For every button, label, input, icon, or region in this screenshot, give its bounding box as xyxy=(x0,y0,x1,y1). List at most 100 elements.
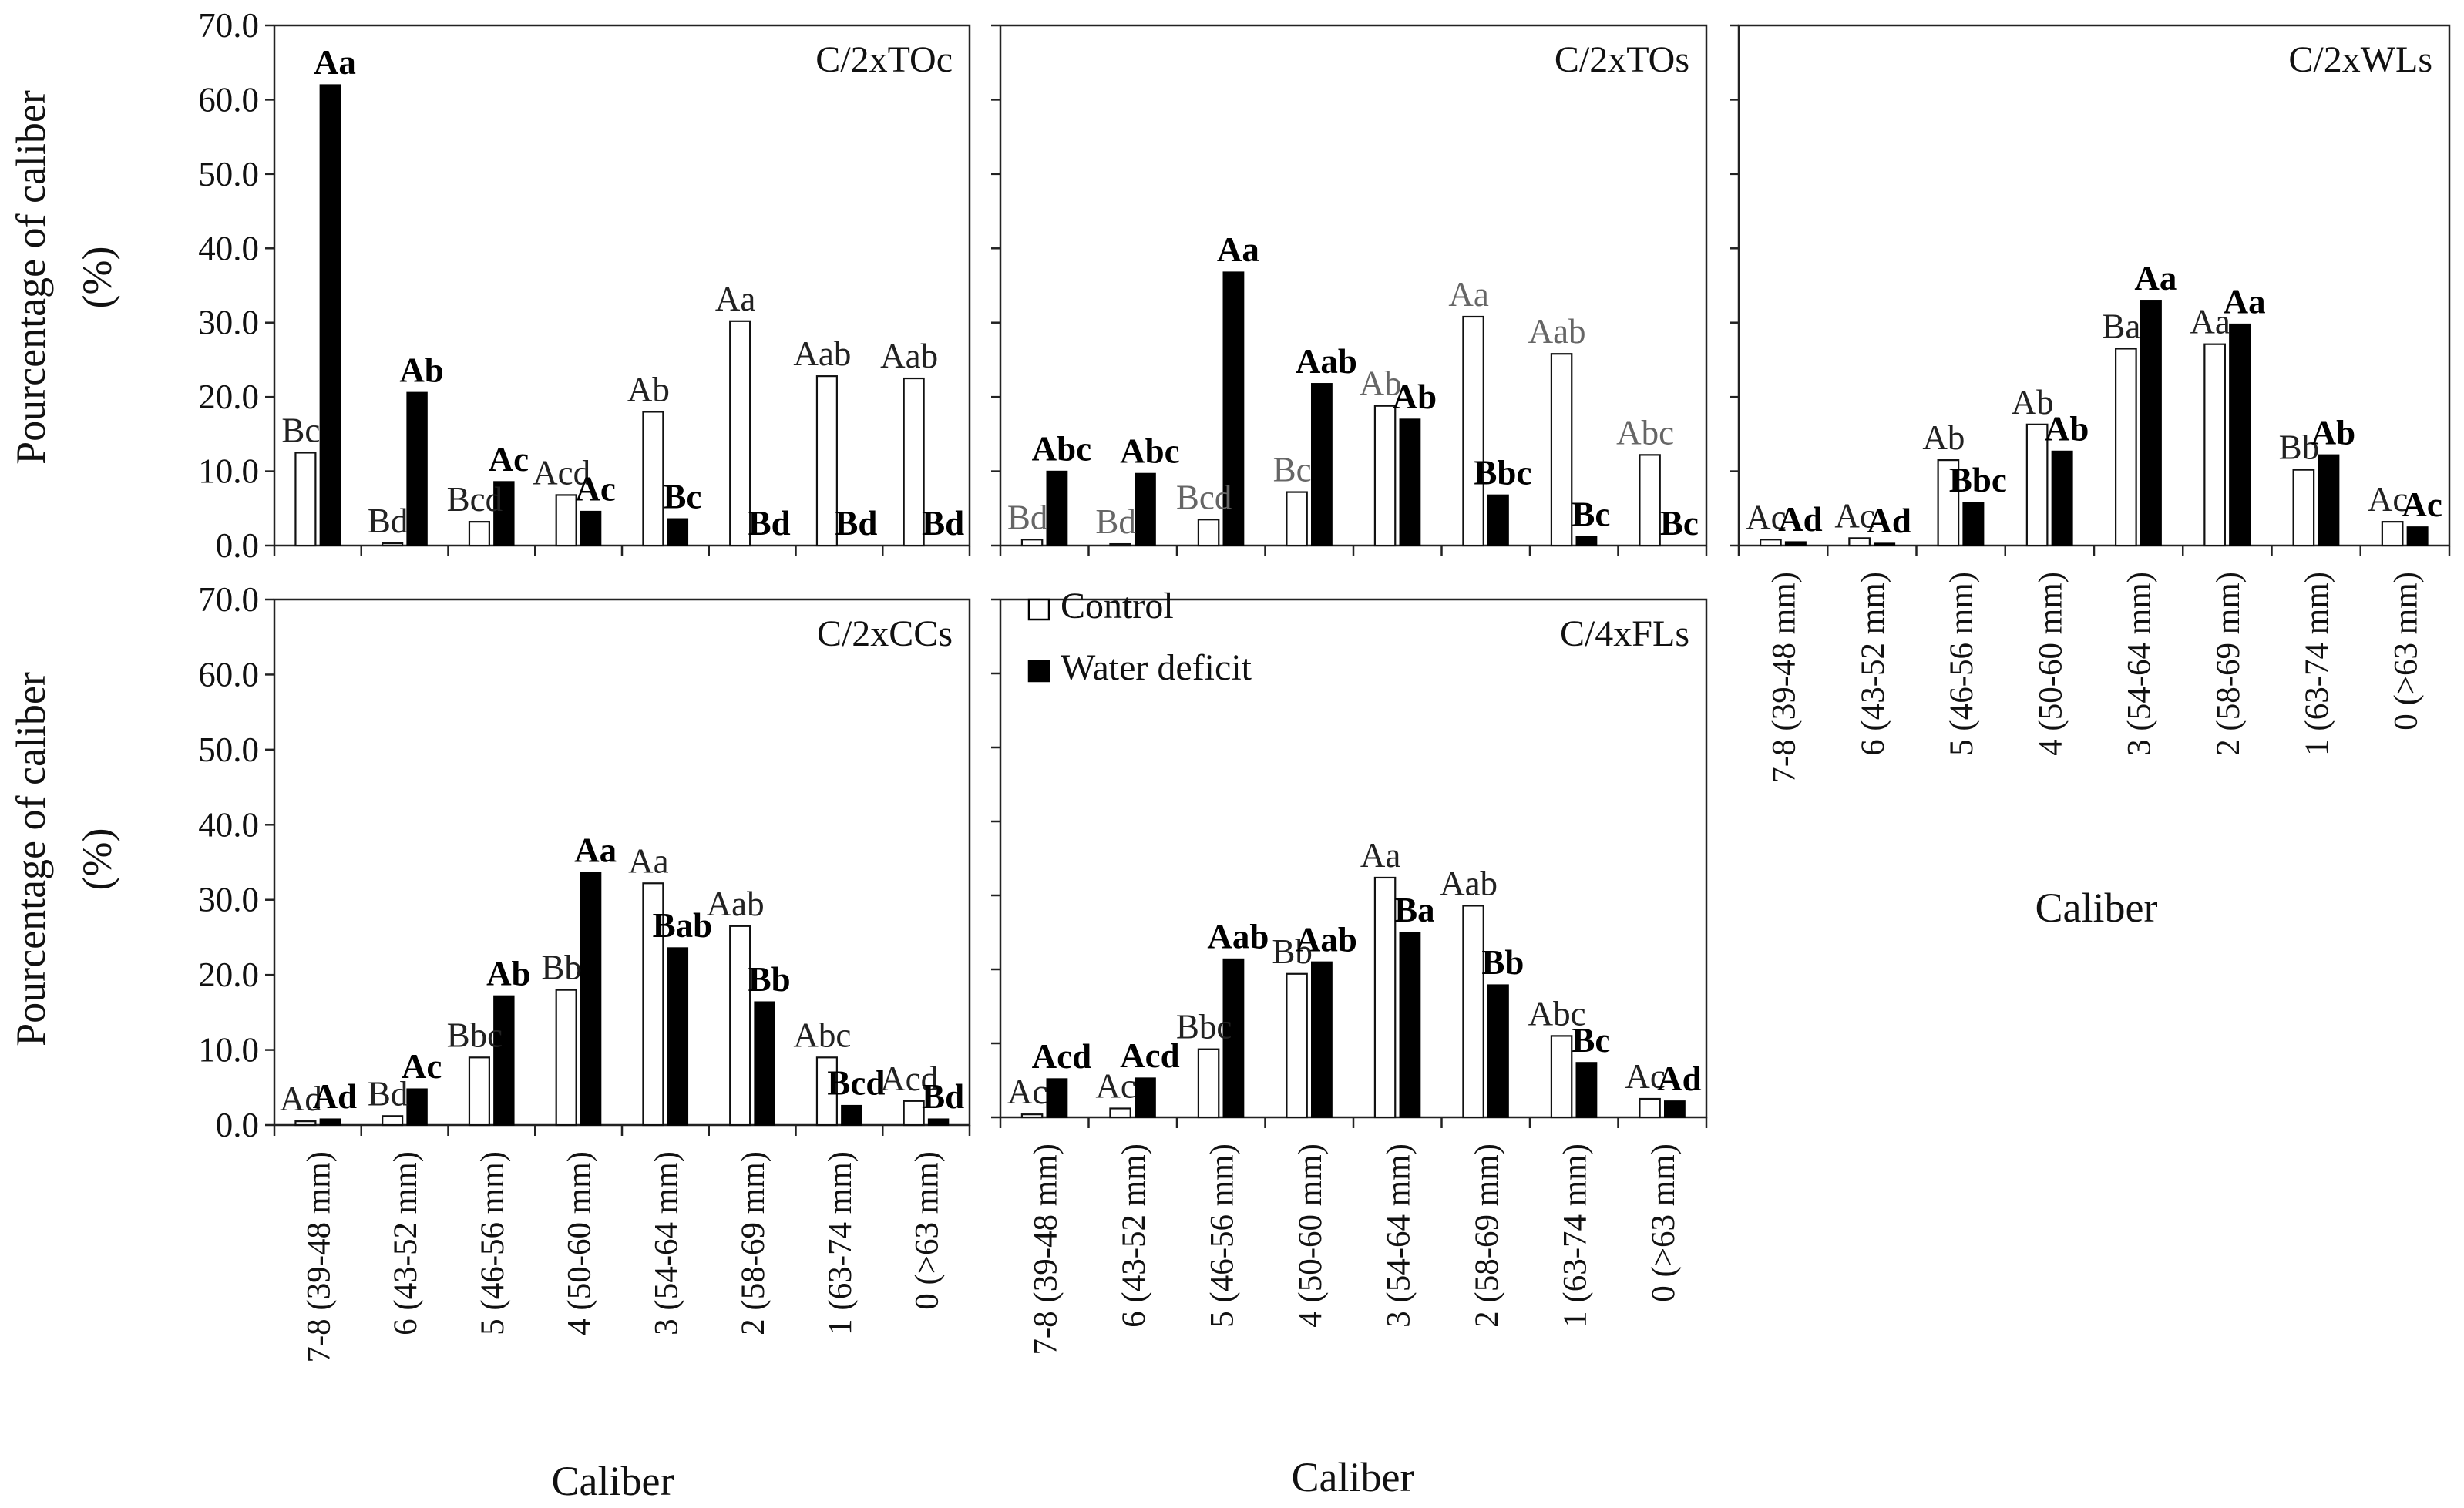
bar-label-water-deficit: Bc xyxy=(1660,504,1699,542)
bar-control xyxy=(1550,1035,1573,1119)
bar-water-deficit xyxy=(2406,526,2429,546)
bar-control xyxy=(382,542,404,547)
bar-control xyxy=(555,989,577,1127)
bar-label-control: Bbc xyxy=(1176,1008,1232,1046)
bar-water-deficit xyxy=(406,391,428,546)
bar-control xyxy=(903,1100,925,1127)
bar-control xyxy=(1639,1097,1661,1119)
bar-label-water-deficit: Ac xyxy=(489,440,529,479)
legend-swatch-water-deficit xyxy=(1027,660,1050,683)
legend-swatch-control xyxy=(1027,598,1050,621)
bar-label-control: Aab xyxy=(1528,312,1586,351)
bar-label-control: Ac xyxy=(1007,1073,1047,1111)
bar-label-control: Ab xyxy=(1922,418,1965,457)
bar-label-control: Bc xyxy=(281,411,320,449)
panel-title: C/2xWLs xyxy=(2288,39,2432,80)
bar-control xyxy=(1639,454,1661,547)
bar-label-water-deficit: Ad xyxy=(1778,500,1823,539)
bar-label-water-deficit: Aab xyxy=(1207,918,1269,956)
bar-water-deficit xyxy=(1046,1078,1068,1118)
bar-water-deficit xyxy=(319,84,341,546)
x-category-label: 5 (46-56 mm) xyxy=(475,1151,511,1335)
bar-control xyxy=(1550,353,1573,547)
y-tick-label: 30.0 xyxy=(198,881,259,919)
bar-label-control: Ac xyxy=(1834,496,1874,535)
bar-label-water-deficit: Abc xyxy=(1032,430,1092,469)
bar-control xyxy=(815,1056,838,1127)
bar-control xyxy=(1197,1048,1220,1119)
bar-label-water-deficit: Abc xyxy=(1120,432,1180,470)
bar-label-water-deficit: Aa xyxy=(2134,259,2177,297)
bar-water-deficit xyxy=(1399,418,1421,546)
bar-label-control: Bb xyxy=(1272,932,1313,971)
bar-label-control: Aab xyxy=(880,337,938,375)
bar-water-deficit xyxy=(1487,494,1509,546)
bar-label-water-deficit: Ba xyxy=(1394,891,1435,929)
bar-label-water-deficit: Ad xyxy=(1867,502,1911,540)
bar-label-water-deficit: Bc xyxy=(663,477,701,516)
bar-label-water-deficit: Aa xyxy=(314,43,356,82)
bar-water-deficit xyxy=(493,995,515,1126)
bar-water-deficit xyxy=(1399,932,1421,1118)
bar-label-control: Bb xyxy=(2279,428,2320,467)
bar-label-water-deficit: Ab xyxy=(1393,378,1437,416)
bar-water-deficit xyxy=(319,1118,341,1126)
bar-label-water-deficit: Bab xyxy=(653,906,713,945)
bar-water-deficit xyxy=(1222,958,1245,1118)
panel-title: C/2xTOc xyxy=(815,39,953,80)
bar-control xyxy=(729,925,751,1127)
bar-control xyxy=(1197,519,1220,547)
x-category-label: 0 (>63 mm) xyxy=(1645,1144,1682,1302)
y-tick-label: 20.0 xyxy=(198,956,259,994)
bar-water-deficit xyxy=(493,481,515,546)
x-category-label: 5 (46-56 mm) xyxy=(1944,572,1980,756)
plot-frame xyxy=(999,24,1708,547)
bar-label-control: Bd xyxy=(368,1074,408,1113)
bar-label-control: Aa xyxy=(2190,303,2230,341)
bar-water-deficit xyxy=(754,1001,775,1126)
bar-control xyxy=(815,375,838,547)
bar-control xyxy=(2203,343,2226,547)
bar-control xyxy=(1020,1113,1044,1119)
bar-water-deficit xyxy=(841,1104,862,1126)
bar-label-control: Bd xyxy=(368,502,408,540)
bar-label-control: Bd xyxy=(1095,502,1136,541)
bar-label-control: Bc xyxy=(1273,451,1312,489)
bar-label-control: Acd xyxy=(880,1060,938,1098)
bar-label-water-deficit: Aa xyxy=(574,831,617,870)
legend-label-control: Control xyxy=(1061,586,1174,626)
y-tick-label: 0.0 xyxy=(216,1106,259,1144)
x-category-label: 7-8 (39-48 mm) xyxy=(301,1151,337,1363)
plot-frame xyxy=(273,24,971,547)
x-category-label: 4 (50-60 mm) xyxy=(1293,1144,1329,1328)
bar-label-water-deficit: Bd xyxy=(922,1077,964,1116)
bar-control xyxy=(1286,491,1308,547)
bar-water-deficit xyxy=(1664,1100,1686,1118)
bar-water-deficit xyxy=(580,872,602,1126)
bar-water-deficit xyxy=(2140,300,2162,546)
bar-water-deficit xyxy=(1575,536,1598,546)
bar-water-deficit xyxy=(667,518,689,546)
bar-control xyxy=(468,1056,490,1127)
bar-control xyxy=(1373,876,1397,1119)
bar-label-water-deficit: Bbc xyxy=(1949,461,2007,499)
x-axis-title-ccs: Caliber xyxy=(552,1458,674,1504)
bar-water-deficit xyxy=(1311,961,1333,1118)
bar-label-control: Ab xyxy=(2012,383,2054,422)
bar-label-water-deficit: Bd xyxy=(748,504,791,542)
x-category-label: 3 (54-64 mm) xyxy=(2122,572,2158,756)
y-axis-title-line2: (%) xyxy=(74,247,120,309)
bar-label-control: Aab xyxy=(707,885,765,923)
y-axis-title-line1: Pourcentage of caliber xyxy=(8,90,54,465)
bar-water-deficit xyxy=(1046,470,1068,546)
y-tick-label: 40.0 xyxy=(198,229,259,267)
x-category-label: 0 (>63 mm) xyxy=(2388,572,2424,730)
bar-control xyxy=(468,521,490,547)
x-category-label: 5 (46-56 mm) xyxy=(1204,1144,1240,1328)
bar-label-control: Bcd xyxy=(1176,478,1232,516)
bar-water-deficit xyxy=(1487,984,1509,1118)
bar-water-deficit xyxy=(1874,542,1896,546)
bar-water-deficit xyxy=(1135,472,1156,546)
bar-label-control: Ac xyxy=(1746,498,1786,536)
